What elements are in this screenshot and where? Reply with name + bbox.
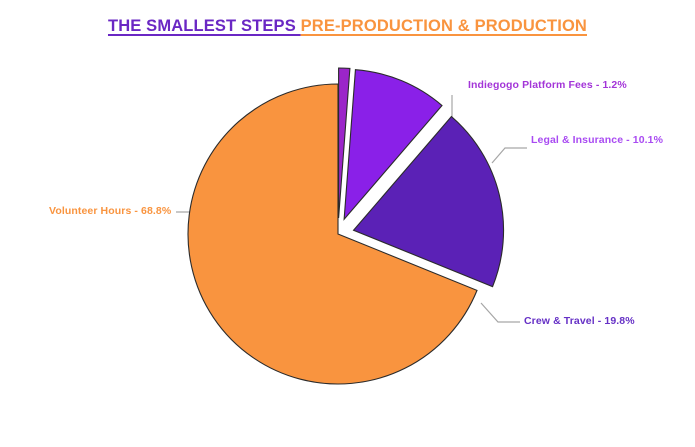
chart-title-secondary: PRE-PRODUCTION & PRODUCTION [300,17,587,35]
pie-slice-indiegogo-platform-fees-group[interactable] [338,67,351,219]
pie-slice-volunteer-hours[interactable] [187,83,478,385]
chart-title-primary: THE SMALLEST STEPS [107,17,301,35]
leader-line-legal [491,147,527,164]
pie-slice-indiegogo-platform-fees[interactable] [338,67,351,219]
data-label-legal-insurance: Legal & Insurance - 10.1% [531,134,664,146]
data-label-indiegogo-platform-fees: Indiegogo Platform Fees - 1.2% [468,79,627,91]
leader-line-crew [480,302,520,323]
chart-title: THE SMALLEST STEPS PRE-PRODUCTION & PROD… [0,16,695,36]
pie-slice-legal-insurance-group[interactable] [343,69,443,221]
pie-slice-crew-travel-group[interactable] [352,115,505,288]
pie-slice-crew-travel[interactable] [352,115,505,288]
pie-slice-legal-insurance[interactable] [343,69,443,221]
data-label-crew-travel: Crew & Travel - 19.8% [524,315,635,327]
data-label-volunteer-hours: Volunteer Hours - 68.8% [49,205,172,217]
